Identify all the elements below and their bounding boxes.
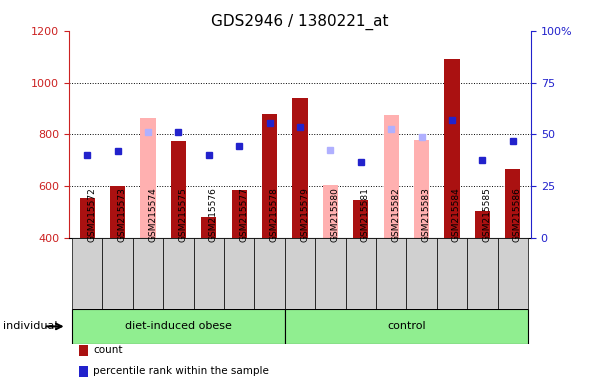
Bar: [80, 198, 95, 238]
Bar: [232, 190, 247, 238]
Bar: [110, 186, 125, 238]
Bar: [171, 141, 186, 238]
Bar: [254, 238, 285, 309]
Bar: [285, 309, 528, 344]
Bar: [376, 238, 406, 309]
Bar: [383, 115, 399, 238]
Text: GSM215577: GSM215577: [239, 187, 248, 242]
Text: individual: individual: [3, 321, 58, 331]
Text: GSM215573: GSM215573: [118, 187, 127, 242]
Bar: [353, 200, 368, 238]
Text: GSM215583: GSM215583: [422, 187, 431, 242]
Text: GSM215581: GSM215581: [361, 187, 370, 242]
Text: GSM215574: GSM215574: [148, 187, 157, 242]
Text: count: count: [93, 345, 122, 355]
Text: GDS2946 / 1380221_at: GDS2946 / 1380221_at: [211, 13, 389, 30]
Bar: [505, 169, 520, 238]
Bar: [445, 59, 460, 238]
Bar: [72, 238, 103, 309]
Bar: [406, 238, 437, 309]
Bar: [163, 238, 194, 309]
Bar: [140, 118, 155, 238]
Bar: [133, 238, 163, 309]
Bar: [323, 185, 338, 238]
Bar: [467, 238, 497, 309]
Text: GSM215572: GSM215572: [87, 187, 96, 242]
Bar: [194, 238, 224, 309]
Bar: [414, 140, 429, 238]
Text: GSM215580: GSM215580: [331, 187, 340, 242]
Text: GSM215579: GSM215579: [300, 187, 309, 242]
Bar: [201, 217, 217, 238]
Bar: [497, 238, 528, 309]
Bar: [79, 366, 88, 377]
Bar: [72, 309, 285, 344]
Text: GSM215584: GSM215584: [452, 187, 461, 242]
Text: GSM215582: GSM215582: [391, 187, 400, 242]
Bar: [79, 345, 88, 356]
Text: diet-induced obese: diet-induced obese: [125, 321, 232, 331]
Text: GSM215576: GSM215576: [209, 187, 218, 242]
Text: GSM215585: GSM215585: [482, 187, 491, 242]
Text: GSM215578: GSM215578: [269, 187, 278, 242]
Bar: [224, 238, 254, 309]
Bar: [292, 98, 308, 238]
Bar: [262, 114, 277, 238]
Bar: [103, 238, 133, 309]
Bar: [475, 211, 490, 238]
Bar: [315, 238, 346, 309]
Text: GSM215575: GSM215575: [178, 187, 187, 242]
Text: GSM215586: GSM215586: [513, 187, 522, 242]
Text: percentile rank within the sample: percentile rank within the sample: [93, 366, 269, 376]
Bar: [285, 238, 315, 309]
Bar: [437, 238, 467, 309]
Text: control: control: [387, 321, 425, 331]
Bar: [346, 238, 376, 309]
